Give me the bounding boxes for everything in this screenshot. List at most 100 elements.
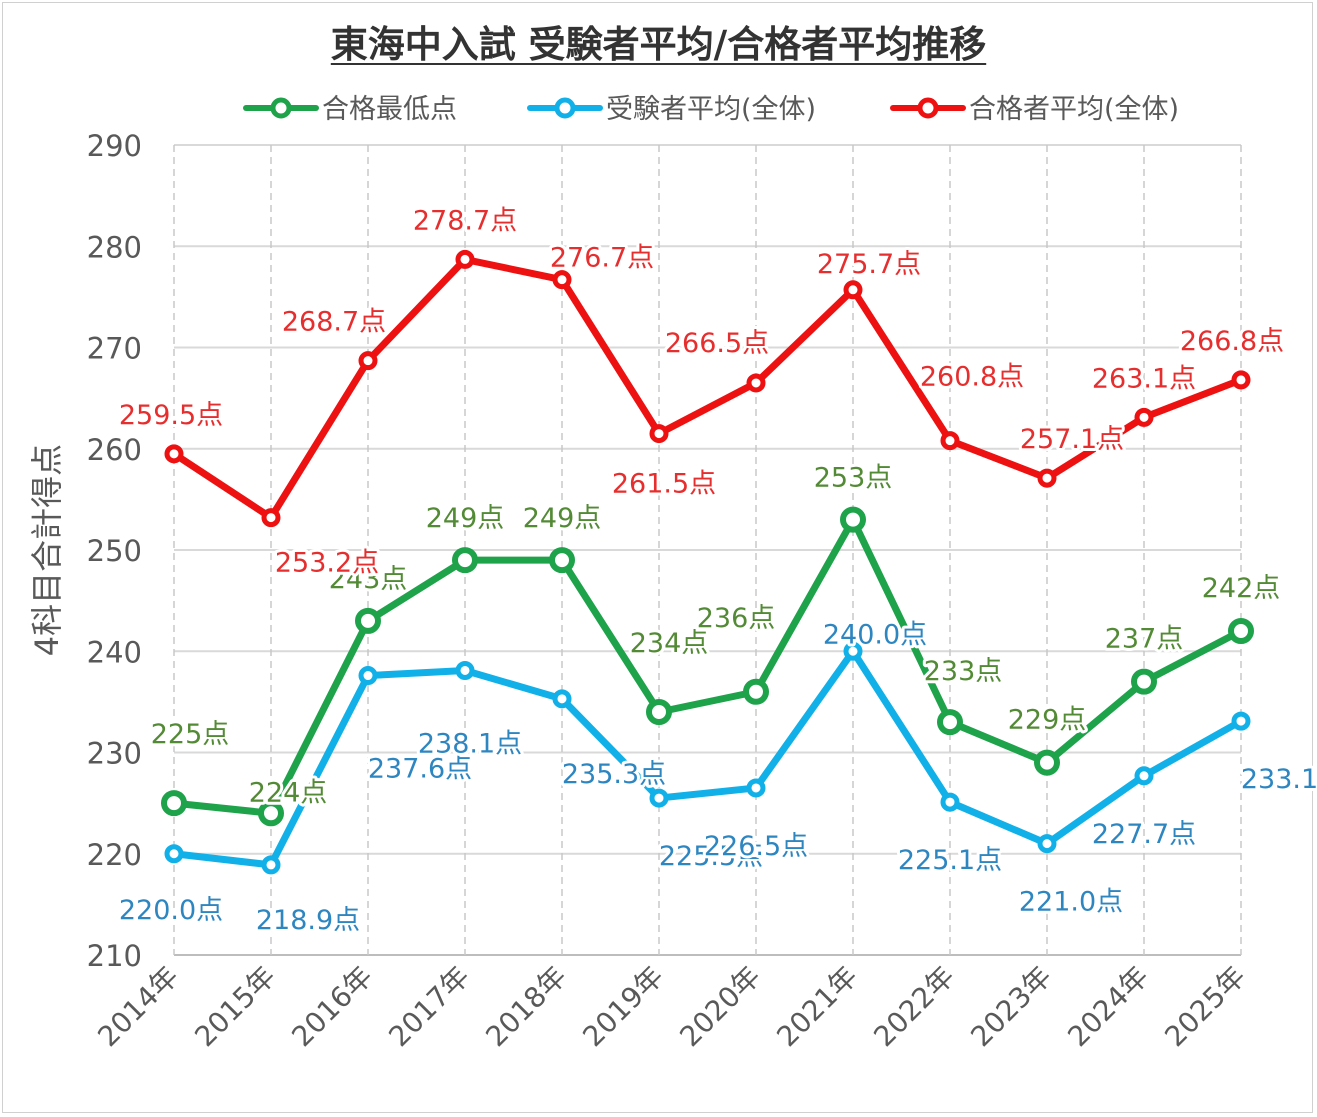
data-point xyxy=(1134,766,1154,786)
data-point xyxy=(940,792,960,812)
series-line xyxy=(170,255,1245,522)
x-tick-label: 2015年 xyxy=(188,960,282,1054)
x-tick-label: 2018年 xyxy=(479,960,573,1054)
data-label: 253点 xyxy=(814,463,893,494)
data-point xyxy=(940,431,960,451)
x-tick-label: 2025年 xyxy=(1158,960,1252,1054)
data-label: 278.7点 xyxy=(413,205,517,236)
chart-title: 東海中入試 受験者平均/合格者平均推移 xyxy=(0,14,1317,68)
data-point xyxy=(261,855,281,875)
data-label: 249点 xyxy=(523,503,602,534)
x-tick-label: 2024年 xyxy=(1061,960,1155,1054)
data-point xyxy=(455,249,475,269)
data-point xyxy=(649,788,669,808)
data-label: 235.3点 xyxy=(562,759,666,790)
y-tick-label: 280 xyxy=(87,230,142,264)
y-tick-label: 240 xyxy=(87,635,142,669)
data-point xyxy=(549,547,575,574)
x-tick-label: 2021年 xyxy=(770,960,864,1054)
x-tick-label: 2017年 xyxy=(382,960,476,1054)
data-label: 276.7点 xyxy=(550,243,654,274)
data-point xyxy=(843,280,863,300)
data-point xyxy=(1134,407,1154,427)
data-point xyxy=(1131,668,1157,695)
data-label: 259.5点 xyxy=(119,400,223,431)
data-point xyxy=(455,660,475,680)
data-point xyxy=(1037,834,1057,854)
data-label: 225.1点 xyxy=(898,845,1002,876)
data-point xyxy=(649,424,669,444)
data-label: 249点 xyxy=(426,503,505,534)
data-point xyxy=(843,641,863,661)
data-point xyxy=(1034,749,1060,776)
data-point xyxy=(355,607,381,634)
chart-title-text: 東海中入試 受験者平均/合格者平均推移 xyxy=(330,23,987,66)
series-line xyxy=(170,516,1245,817)
data-label: 237点 xyxy=(1105,624,1184,655)
x-tick-label: 2016年 xyxy=(285,960,379,1054)
data-label: 220.0点 xyxy=(119,895,223,926)
x-tick-label: 2020年 xyxy=(673,960,767,1054)
legend-label: 合格者平均(全体) xyxy=(969,94,1179,125)
x-tick-label: 2022年 xyxy=(867,960,961,1054)
data-label: 225点 xyxy=(151,719,230,750)
data-point xyxy=(937,709,963,736)
data-label: 225.5点 xyxy=(659,841,763,872)
data-label: 260.8点 xyxy=(920,362,1024,393)
legend-marker xyxy=(270,97,292,119)
y-axis-label: 4科目合計得点 xyxy=(28,444,66,656)
data-point xyxy=(552,689,572,709)
data-label: 253.2点 xyxy=(275,548,379,579)
data-point xyxy=(743,678,769,705)
x-tick-label: 2014年 xyxy=(91,960,185,1054)
data-point xyxy=(358,666,378,686)
data-point xyxy=(261,508,281,528)
data-label: 224点 xyxy=(249,777,328,808)
legend-label: 受験者平均(全体) xyxy=(606,94,816,125)
x-tick-label: 2019年 xyxy=(576,960,670,1054)
data-point xyxy=(840,506,866,533)
data-label: 240.0点 xyxy=(823,619,927,650)
data-label: 261.5点 xyxy=(612,469,716,500)
data-label: 218.9点 xyxy=(256,905,360,936)
y-tick-label: 290 xyxy=(87,129,142,163)
y-tick-label: 270 xyxy=(87,332,142,366)
legend-marker xyxy=(554,97,576,119)
legend-marker xyxy=(917,97,939,119)
data-point xyxy=(746,373,766,393)
data-label: 275.7点 xyxy=(817,249,921,280)
y-tick-label: 230 xyxy=(87,737,142,771)
data-label: 266.5点 xyxy=(665,328,769,359)
data-label: 233.1点 xyxy=(1241,764,1317,795)
data-label: 226.5点 xyxy=(704,831,808,862)
data-point xyxy=(1228,618,1254,644)
data-point xyxy=(258,800,284,827)
data-label: 237.6点 xyxy=(368,754,472,785)
legend-label: 合格最低点 xyxy=(322,94,457,125)
data-label: 243点 xyxy=(329,564,408,595)
data-point xyxy=(1037,468,1057,488)
data-label: 238.1点 xyxy=(418,728,522,759)
data-label: 221.0点 xyxy=(1019,887,1123,918)
y-tick-label: 220 xyxy=(87,838,142,872)
data-label: 266.8点 xyxy=(1180,326,1284,357)
data-label: 234点 xyxy=(630,628,709,659)
data-point xyxy=(161,790,187,817)
data-label: 229点 xyxy=(1008,705,1087,736)
data-label: 263.1点 xyxy=(1092,363,1196,394)
data-point xyxy=(746,778,766,798)
data-label: 242点 xyxy=(1202,573,1281,604)
data-label: 233点 xyxy=(924,656,1003,687)
data-point xyxy=(358,351,378,371)
data-point xyxy=(164,444,184,464)
y-tick-label: 210 xyxy=(87,939,142,973)
data-point xyxy=(1231,711,1251,731)
data-label: 257.1点 xyxy=(1020,424,1124,455)
data-point xyxy=(646,699,672,725)
data-point xyxy=(1231,370,1251,390)
data-label: 268.7点 xyxy=(282,307,386,338)
x-tick-label: 2023年 xyxy=(964,960,1058,1054)
data-point xyxy=(552,270,572,290)
